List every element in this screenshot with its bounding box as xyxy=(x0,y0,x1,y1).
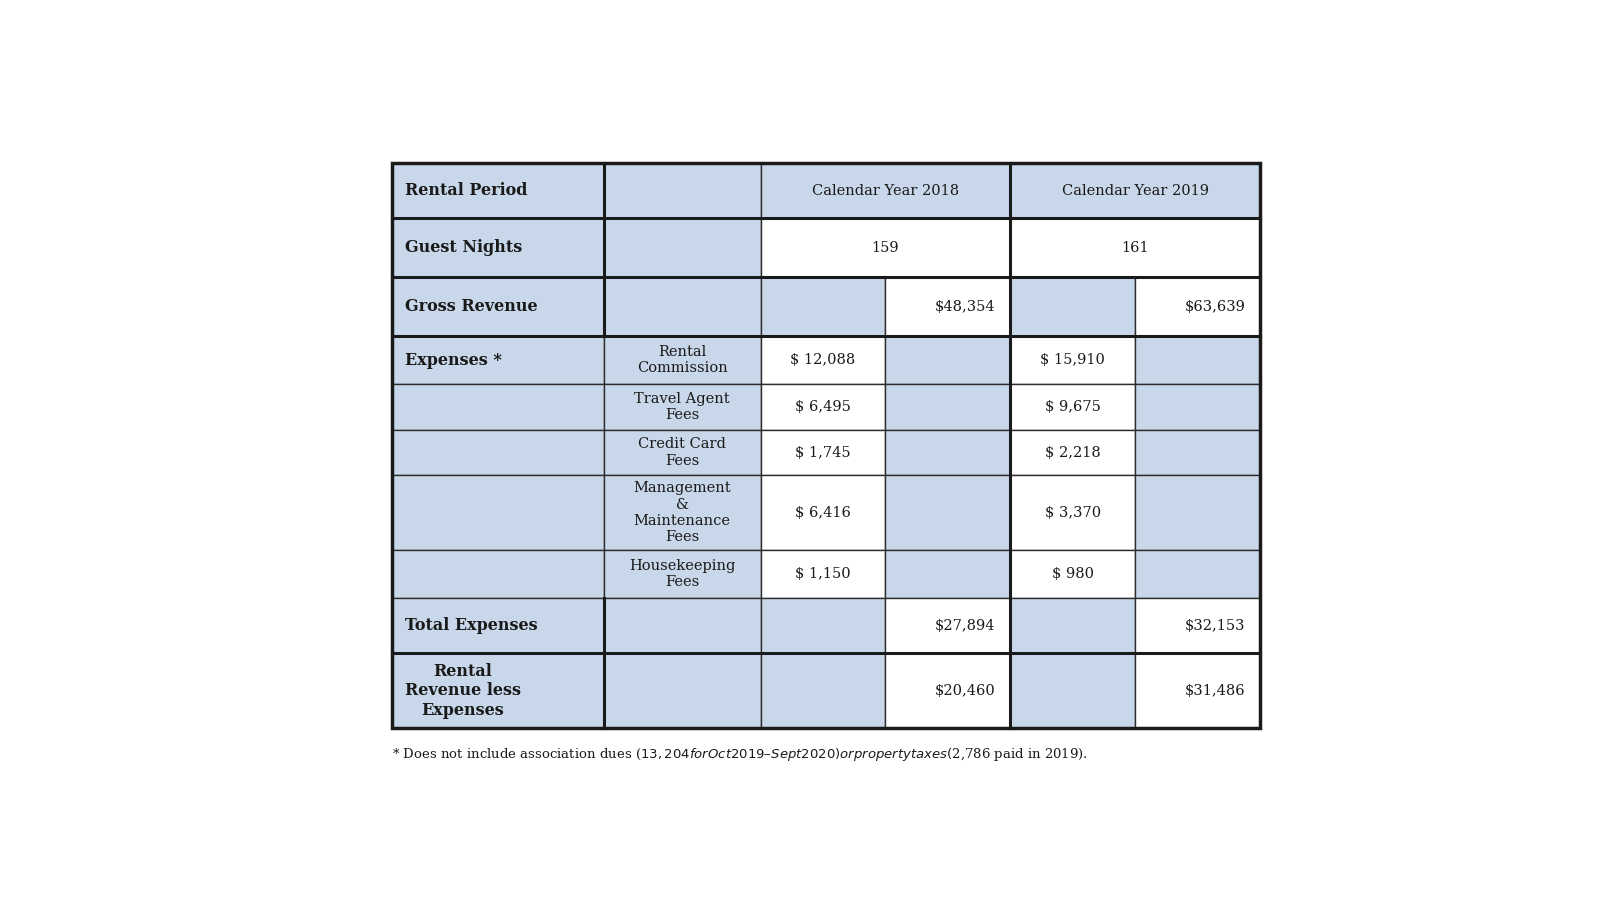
Bar xyxy=(392,384,603,430)
Text: Calendar Year 2018: Calendar Year 2018 xyxy=(811,184,958,198)
Bar xyxy=(603,277,760,336)
Bar xyxy=(603,219,760,277)
Text: $27,894: $27,894 xyxy=(934,619,995,633)
Bar xyxy=(885,336,1010,384)
Text: $ 980: $ 980 xyxy=(1051,567,1094,581)
Bar xyxy=(392,164,1261,728)
Text: Guest Nights: Guest Nights xyxy=(405,239,522,256)
Bar xyxy=(603,653,760,728)
Bar xyxy=(392,598,603,653)
Bar xyxy=(603,598,760,653)
Bar xyxy=(885,653,1010,728)
Bar xyxy=(760,384,885,430)
Text: Expenses *: Expenses * xyxy=(405,352,501,369)
Bar xyxy=(1010,336,1136,384)
Bar xyxy=(603,164,760,219)
Text: $ 15,910: $ 15,910 xyxy=(1040,353,1106,367)
Text: $ 2,218: $ 2,218 xyxy=(1045,446,1101,460)
Text: $32,153: $32,153 xyxy=(1186,619,1245,633)
Bar xyxy=(760,598,885,653)
Text: Travel Agent
Fees: Travel Agent Fees xyxy=(635,392,730,422)
Text: $31,486: $31,486 xyxy=(1184,684,1245,698)
Bar xyxy=(1010,598,1136,653)
Text: Total Expenses: Total Expenses xyxy=(405,617,538,634)
Bar xyxy=(392,550,603,598)
Bar xyxy=(1136,384,1261,430)
Text: Rental
Revenue less
Expenses: Rental Revenue less Expenses xyxy=(405,662,520,719)
Bar xyxy=(1136,653,1261,728)
Bar xyxy=(885,550,1010,598)
Text: $ 9,675: $ 9,675 xyxy=(1045,400,1101,414)
Bar xyxy=(885,598,1010,653)
Bar xyxy=(885,430,1010,475)
Bar xyxy=(392,475,603,550)
Bar xyxy=(1010,219,1261,277)
Bar xyxy=(1010,550,1136,598)
Text: $48,354: $48,354 xyxy=(934,300,995,313)
Bar xyxy=(603,475,760,550)
Bar xyxy=(1010,430,1136,475)
Text: $20,460: $20,460 xyxy=(934,684,995,698)
Bar xyxy=(603,550,760,598)
Text: $63,639: $63,639 xyxy=(1184,300,1245,313)
Text: Housekeeping
Fees: Housekeeping Fees xyxy=(629,559,736,590)
Text: Management
&
Maintenance
Fees: Management & Maintenance Fees xyxy=(634,482,731,544)
Bar xyxy=(392,219,603,277)
Bar xyxy=(1010,653,1136,728)
Text: $ 1,150: $ 1,150 xyxy=(795,567,851,581)
Bar xyxy=(1010,164,1261,219)
Text: Credit Card
Fees: Credit Card Fees xyxy=(638,437,726,468)
Bar xyxy=(760,430,885,475)
Bar xyxy=(760,653,885,728)
Bar xyxy=(760,336,885,384)
Text: Rental Period: Rental Period xyxy=(405,183,526,200)
Bar xyxy=(760,164,1010,219)
Bar xyxy=(760,475,885,550)
Text: $ 12,088: $ 12,088 xyxy=(790,353,856,367)
Text: Calendar Year 2019: Calendar Year 2019 xyxy=(1062,184,1208,198)
Text: $ 3,370: $ 3,370 xyxy=(1045,506,1101,520)
Bar xyxy=(1136,598,1261,653)
Bar xyxy=(760,550,885,598)
Bar xyxy=(760,277,885,336)
Bar xyxy=(885,475,1010,550)
Bar xyxy=(603,336,760,384)
Bar xyxy=(1136,336,1261,384)
Bar xyxy=(760,219,1010,277)
Text: Gross Revenue: Gross Revenue xyxy=(405,298,538,315)
Bar xyxy=(392,336,603,384)
Bar xyxy=(1010,475,1136,550)
Text: 159: 159 xyxy=(872,241,899,255)
Bar xyxy=(1136,430,1261,475)
Bar xyxy=(1010,277,1136,336)
Text: * Does not include association dues ($13,204 for Oct 2019 – Sept 2020) or proper: * Does not include association dues ($13… xyxy=(392,746,1088,763)
Bar xyxy=(885,277,1010,336)
Text: Rental
Commission: Rental Commission xyxy=(637,345,728,375)
Bar xyxy=(1136,277,1261,336)
Bar xyxy=(1136,550,1261,598)
Bar xyxy=(603,384,760,430)
Bar xyxy=(392,277,603,336)
Text: $ 1,745: $ 1,745 xyxy=(795,446,851,460)
Bar xyxy=(392,430,603,475)
Bar xyxy=(392,653,603,728)
Text: $ 6,416: $ 6,416 xyxy=(795,506,851,520)
Bar xyxy=(1136,475,1261,550)
Bar xyxy=(1010,384,1136,430)
Text: 161: 161 xyxy=(1122,241,1149,255)
Bar xyxy=(885,384,1010,430)
Text: $ 6,495: $ 6,495 xyxy=(795,400,851,414)
Bar xyxy=(603,430,760,475)
Bar xyxy=(392,164,603,219)
